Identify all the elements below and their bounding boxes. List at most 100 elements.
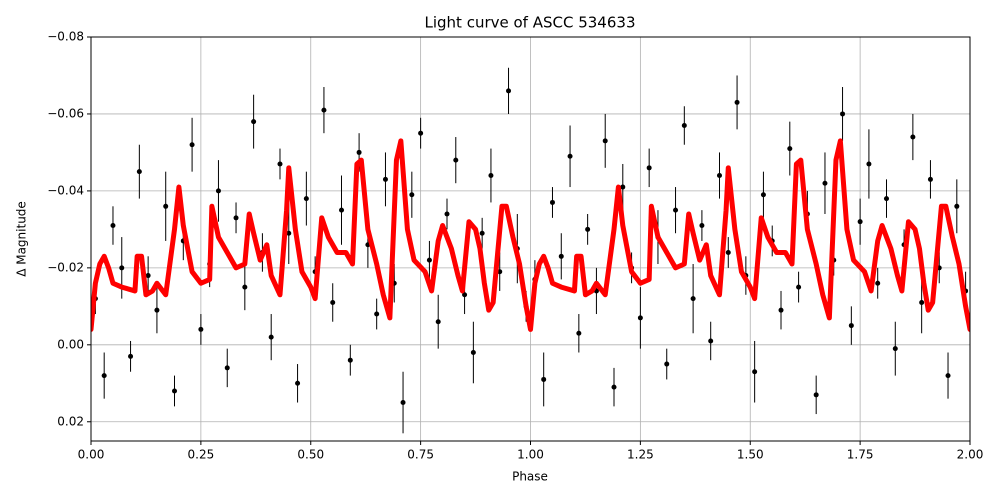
data-point [242, 284, 248, 290]
model-line [91, 138, 970, 332]
data-point [910, 134, 916, 140]
data-point [760, 192, 766, 198]
data-point [664, 361, 670, 367]
x-tick-label: 1.25 [627, 448, 654, 462]
data-point [866, 161, 872, 167]
data-point [637, 315, 643, 321]
data-point [752, 369, 758, 375]
y-axis-label: Δ Magnitude [15, 201, 29, 277]
data-point [945, 373, 951, 379]
data-point [435, 319, 441, 325]
data-point [251, 119, 257, 125]
data-point [470, 350, 476, 356]
data-point [382, 176, 388, 182]
x-tick-label: 2.00 [957, 448, 984, 462]
data-point [145, 273, 151, 279]
data-point [883, 196, 889, 202]
plot-area [91, 67, 970, 434]
data-point [453, 157, 459, 163]
y-tick-label: −0.08 [47, 30, 84, 44]
x-tick-label: 1.50 [737, 448, 764, 462]
y-tick-label: −0.04 [47, 183, 84, 197]
data-point [787, 146, 793, 152]
data-point [567, 153, 573, 159]
data-point [321, 107, 327, 113]
x-tick-label: 0.75 [407, 448, 434, 462]
data-point [813, 392, 819, 398]
y-tick-label: −0.06 [47, 106, 84, 120]
data-point [725, 249, 731, 255]
data-point [277, 161, 283, 167]
data-point [339, 207, 345, 213]
data-point [479, 230, 485, 236]
data-point [699, 223, 705, 229]
data-point [822, 180, 828, 186]
data-point [602, 138, 608, 144]
data-point [110, 223, 116, 229]
data-point [690, 296, 696, 302]
data-point [576, 330, 582, 336]
data-point [374, 311, 380, 317]
data-point [356, 149, 362, 155]
data-point [620, 184, 626, 190]
y-tick-label: 0.02 [57, 414, 84, 428]
plot-frame [90, 36, 971, 442]
x-axis-label: Phase [512, 470, 548, 484]
data-point [295, 380, 301, 386]
data-point [585, 226, 591, 232]
data-point [954, 203, 960, 209]
axes: 0.00 0.25 0.50 0.75 1.00 1.25 1.50 1.75 2.00 −0.0… [47, 30, 983, 462]
data-point [919, 299, 925, 305]
data-point [541, 376, 547, 382]
data-point [172, 388, 178, 394]
data-point [488, 173, 494, 179]
data-point [444, 211, 450, 217]
data-point [418, 130, 424, 136]
data-point [233, 215, 239, 221]
data-point [892, 346, 898, 352]
x-tick-label: 0.25 [188, 448, 215, 462]
data-point [303, 196, 309, 202]
data-point [154, 307, 160, 313]
data-point [119, 265, 125, 271]
chart-title: Light curve of ASCC 534633 [425, 14, 636, 32]
data-point [224, 365, 230, 371]
x-tick-label: 0.00 [78, 448, 105, 462]
data-point [549, 199, 555, 205]
data-point [101, 373, 107, 379]
data-point [268, 334, 274, 340]
data-point [716, 173, 722, 179]
y-tick-label: −0.02 [47, 260, 84, 274]
data-point [215, 188, 221, 194]
data-point [840, 111, 846, 117]
data-point [198, 326, 204, 332]
data-point [558, 253, 564, 259]
data-point [848, 323, 854, 329]
data-point [330, 299, 336, 305]
data-point [611, 384, 617, 390]
data-point [426, 257, 432, 263]
data-point [286, 230, 292, 236]
data-point [681, 122, 687, 128]
data-point [136, 169, 142, 175]
data-point [734, 99, 740, 105]
data-point [409, 192, 415, 198]
data-point [708, 338, 714, 344]
x-tick-label: 1.00 [517, 448, 544, 462]
x-tick-label: 1.75 [847, 448, 874, 462]
data-point [400, 400, 406, 406]
data-point [506, 88, 512, 94]
y-tick-label: 0.00 [57, 337, 84, 351]
x-tick-label: 0.50 [297, 448, 324, 462]
data-point [646, 165, 652, 171]
data-point [673, 207, 679, 213]
data-point [796, 284, 802, 290]
data-point [163, 203, 169, 209]
data-point [857, 219, 863, 225]
data-point [347, 357, 353, 363]
data-point [875, 280, 881, 286]
data-point [128, 353, 134, 359]
data-point [189, 142, 195, 148]
data-point [927, 176, 933, 182]
